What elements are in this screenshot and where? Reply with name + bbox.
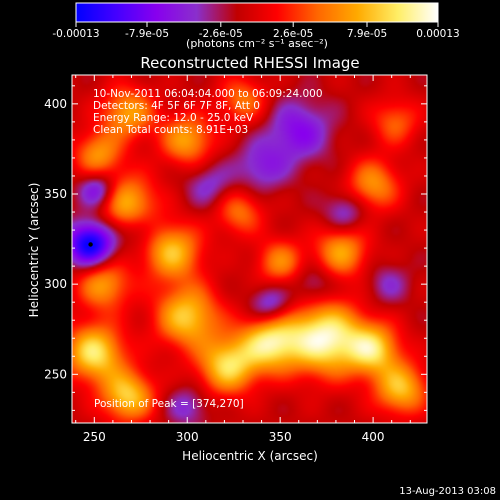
peak-position-label: Position of Peak = [374,270]: [94, 398, 244, 410]
colorbar-tick-label: -0.00013: [52, 28, 99, 40]
plot-frame: [71, 74, 428, 424]
info-time: 10-Nov-2011 06:04:04.000 to 06:09:24.000: [93, 88, 323, 100]
minimum-point: [88, 242, 93, 247]
x-tick-label: 250: [83, 430, 106, 444]
x-axis-label: Heliocentric X (arcsec): [182, 449, 318, 463]
colorbar-tick-label: -2.6e-05: [199, 28, 243, 40]
info-energy: Energy Range: 12.0 - 25.0 keV: [93, 112, 254, 124]
info-clean: Clean Total counts: 8.91E+03: [93, 124, 248, 136]
y-tick-label: 250: [44, 367, 67, 381]
colorbar-ticks: -0.00013 -7.9e-05 -2.6e-05 2.6e-05 7.9e-05 0.…: [52, 22, 460, 40]
colorbar-units: (photons cm⁻² s⁻¹ asec⁻²): [186, 37, 328, 50]
info-detectors: Detectors: 4F 5F 6F 7F 8F, Att 0: [93, 100, 260, 112]
timestamp: 13-Aug-2013 03:08: [399, 486, 496, 497]
y-axis-label: Heliocentric Y (arcsec): [27, 183, 41, 318]
colorbar: [75, 2, 439, 23]
colorbar-tick-label: -7.9e-05: [125, 28, 169, 40]
x-axis-ticks: 250 300 350 400: [75, 75, 411, 444]
info-block: 10-Nov-2011 06:04:04.000 to 06:09:24.000…: [93, 88, 323, 136]
heatmap-image: [72, 75, 427, 423]
y-axis-ticks: 250 300 350 400: [44, 85, 427, 411]
colorbar-tick-label: 7.9e-05: [347, 28, 387, 40]
minimum-marker: [88, 242, 93, 247]
x-tick-label: 350: [269, 430, 292, 444]
chart-title: Reconstructed RHESSI Image: [140, 54, 359, 72]
x-tick-label: 300: [176, 430, 199, 444]
y-tick-label: 300: [44, 277, 67, 291]
colorbar-tick-label: 2.6e-05: [273, 28, 313, 40]
x-tick-label: 400: [362, 430, 385, 444]
colorbar-tick-label: 0.00013: [416, 28, 459, 40]
y-tick-label: 400: [44, 97, 67, 111]
y-tick-label: 350: [44, 187, 67, 201]
